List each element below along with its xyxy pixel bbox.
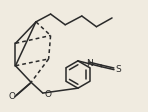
Text: O: O bbox=[44, 89, 51, 98]
Text: O: O bbox=[8, 91, 15, 100]
Text: S: S bbox=[115, 65, 121, 73]
Text: N: N bbox=[86, 59, 93, 68]
